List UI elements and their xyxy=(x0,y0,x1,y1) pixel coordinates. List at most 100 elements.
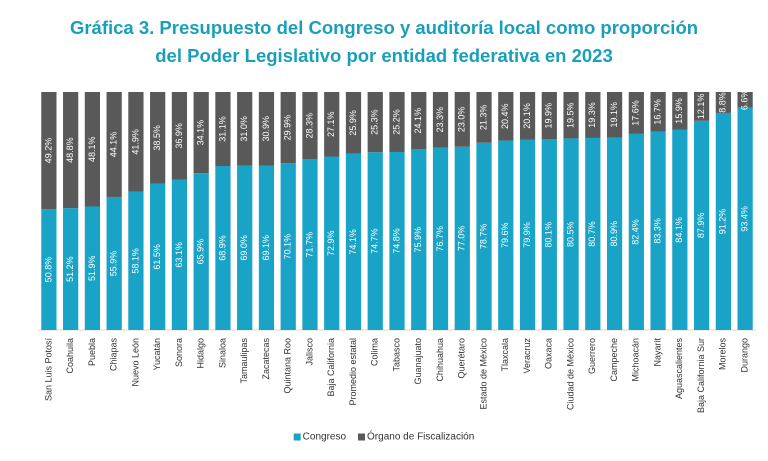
x-tick-label: Hidalgo xyxy=(196,338,206,369)
bar-segment xyxy=(519,92,536,140)
value-label: 55.9% xyxy=(109,251,119,277)
value-label: 23.0% xyxy=(457,107,467,133)
value-label: 31.1% xyxy=(217,116,227,142)
value-label: 17.6% xyxy=(631,100,641,126)
bar-segment xyxy=(367,152,383,330)
bar-segment xyxy=(280,92,296,164)
value-label: 48.1% xyxy=(87,136,97,162)
value-label: 84.1% xyxy=(674,217,684,243)
value-label: 25.3% xyxy=(370,109,380,135)
bar-segment xyxy=(41,209,57,330)
x-tick-label: Jalisco xyxy=(304,338,314,366)
bar-segment xyxy=(302,159,318,330)
bar-segment xyxy=(345,92,362,154)
bar-segment xyxy=(585,92,601,138)
x-tick-label: Tabasco xyxy=(391,338,401,372)
value-label: 78.7% xyxy=(478,224,488,250)
x-tick-label: Sonora xyxy=(174,338,184,367)
value-label: 80.7% xyxy=(587,221,597,247)
bar-segment xyxy=(128,92,144,192)
x-tick-label: Morelos xyxy=(718,338,728,371)
value-label: 79.6% xyxy=(500,223,510,249)
bar-segment xyxy=(650,131,666,330)
value-label: 61.5% xyxy=(152,244,162,270)
value-label: 58.1% xyxy=(130,248,140,274)
bar-segment xyxy=(128,191,144,330)
bar-segment xyxy=(237,165,253,330)
value-label: 38.5% xyxy=(152,125,162,151)
bar-segment xyxy=(41,92,57,210)
bar-segment xyxy=(541,139,557,330)
x-tick-label: Michoacán xyxy=(631,338,641,382)
bar-segment xyxy=(106,92,122,197)
x-tick-label: Baja California Sur xyxy=(696,338,706,413)
bar-segment xyxy=(498,92,514,141)
value-label: 91.2% xyxy=(718,209,728,235)
value-label: 34.1% xyxy=(196,120,206,146)
bar-segment xyxy=(432,147,449,330)
bar-segment xyxy=(258,92,275,166)
value-label: 15.9% xyxy=(674,98,684,124)
bar-segment xyxy=(106,196,122,330)
x-tick-label: Promedio estatal xyxy=(348,338,358,406)
value-label: 25.9% xyxy=(348,110,358,136)
bar-segment xyxy=(563,138,579,330)
value-label: 20.4% xyxy=(500,104,510,130)
value-label: 87.9% xyxy=(696,213,706,239)
value-label: 44.1% xyxy=(109,132,119,158)
value-label: 31.0% xyxy=(239,116,249,142)
value-label: 29.9% xyxy=(283,115,293,141)
value-label: 65.9% xyxy=(196,239,206,265)
value-label: 6.6% xyxy=(739,90,749,111)
value-label: 74.7% xyxy=(370,228,380,254)
x-tick-label: Colima xyxy=(370,338,380,366)
x-tick-label: Quintana Roo xyxy=(283,338,293,394)
bar-segment xyxy=(367,92,383,153)
x-tick-label: Nuevo León xyxy=(130,338,140,387)
bar-segment xyxy=(280,163,296,330)
bar-segment xyxy=(672,92,688,130)
value-label: 51.9% xyxy=(87,255,97,281)
value-label: 82.4% xyxy=(631,219,641,245)
value-label: 80.9% xyxy=(609,221,619,247)
value-label: 19.5% xyxy=(565,102,575,128)
x-tick-label: Ciudad de México xyxy=(565,338,575,410)
x-tick-label: Campeche xyxy=(609,338,619,382)
bar-segment xyxy=(324,156,340,330)
value-label: 24.1% xyxy=(413,108,423,134)
value-label: 23.3% xyxy=(435,107,445,133)
bar-segment xyxy=(63,92,79,209)
bar-segment xyxy=(215,92,231,167)
bar-segment xyxy=(498,140,514,330)
value-label: 16.7% xyxy=(652,99,662,125)
bar-segment xyxy=(193,173,209,330)
bar-segment xyxy=(302,92,318,160)
chart-title: Gráfica 3. Presupuesto del Congreso y au… xyxy=(69,17,699,66)
bar-segment xyxy=(606,92,623,138)
x-tick-label: Baja California xyxy=(326,338,336,397)
bar-segment xyxy=(585,137,601,330)
x-tick-label: Yucatán xyxy=(152,338,162,371)
x-tick-label: Tamaulipas xyxy=(239,338,249,384)
bar-segment xyxy=(519,139,536,330)
x-tick-label: Chihuahua xyxy=(435,338,445,382)
bar-segment xyxy=(650,92,666,132)
value-label: 51.2% xyxy=(65,256,75,282)
x-tick-label: Nayarit xyxy=(652,338,662,367)
value-label: 19.9% xyxy=(544,103,554,129)
value-label: 76.7% xyxy=(435,226,445,252)
value-label: 25.2% xyxy=(391,109,401,135)
value-label: 69.1% xyxy=(261,235,271,261)
value-label: 77.0% xyxy=(457,226,467,252)
bar-segment xyxy=(215,166,231,330)
value-label: 49.2% xyxy=(43,138,53,164)
x-tick-label: Aguascalientes xyxy=(674,338,684,400)
value-label: 12.1% xyxy=(696,94,706,120)
bar-segment xyxy=(432,92,449,148)
value-label: 74.8% xyxy=(391,228,401,254)
x-tick-label: Puebla xyxy=(87,338,97,366)
x-tick-label: San Luis Potosí xyxy=(43,338,53,402)
bar-segment xyxy=(150,183,166,330)
